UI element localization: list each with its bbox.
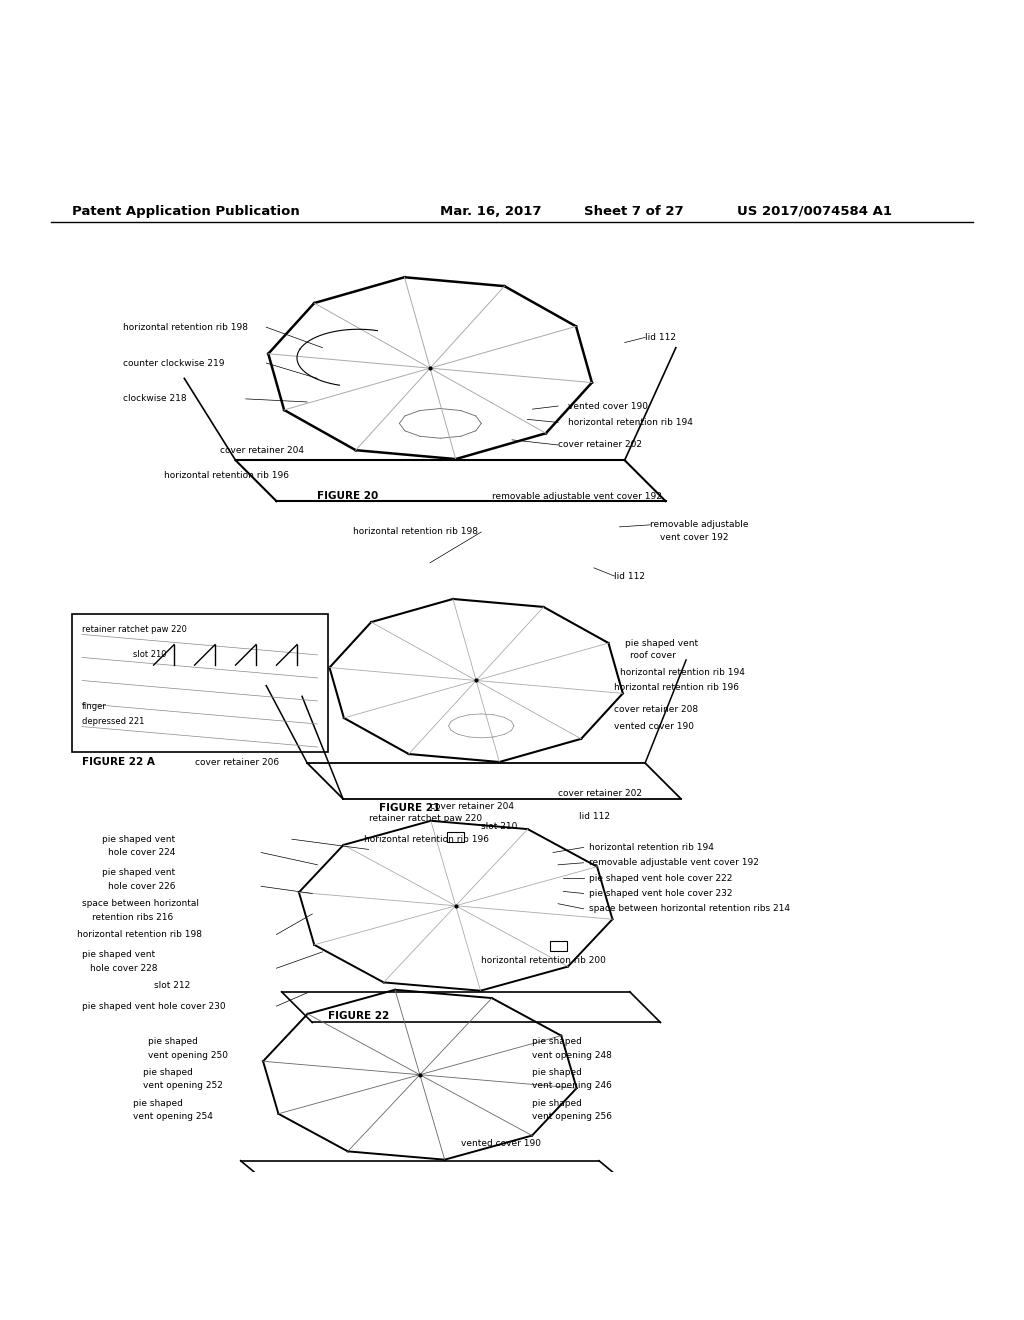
Text: depressed 221: depressed 221: [82, 717, 144, 726]
Text: horizontal retention rib 196: horizontal retention rib 196: [614, 684, 739, 692]
Text: pie shaped vent hole cover 230: pie shaped vent hole cover 230: [82, 1002, 225, 1011]
Text: horizontal retention rib 200: horizontal retention rib 200: [481, 956, 606, 965]
Text: pie shaped vent: pie shaped vent: [625, 639, 697, 648]
Text: horizontal retention rib 194: horizontal retention rib 194: [620, 668, 744, 677]
Text: cover retainer 202: cover retainer 202: [558, 441, 642, 449]
Text: pie shaped: pie shaped: [532, 1038, 583, 1047]
Text: hole cover 228: hole cover 228: [90, 964, 158, 973]
Text: horizontal retention rib 198: horizontal retention rib 198: [123, 322, 248, 331]
Text: pie shaped: pie shaped: [148, 1038, 199, 1047]
Text: vented cover 190: vented cover 190: [568, 401, 648, 411]
Text: vent opening 256: vent opening 256: [532, 1113, 612, 1121]
Text: lid 112: lid 112: [645, 333, 676, 342]
Text: removable adjustable: removable adjustable: [650, 520, 749, 529]
Text: horizontal retention rib 196: horizontal retention rib 196: [164, 471, 289, 480]
Text: cover retainer 208: cover retainer 208: [614, 705, 698, 714]
Text: hole cover 226: hole cover 226: [108, 882, 175, 891]
Text: retainer ratchet paw 220: retainer ratchet paw 220: [82, 624, 186, 634]
Text: vent opening 248: vent opening 248: [532, 1051, 612, 1060]
Text: cover retainer 202: cover retainer 202: [558, 788, 642, 797]
Text: cover retainer 204: cover retainer 204: [220, 446, 304, 454]
Text: slot 210: slot 210: [481, 822, 518, 832]
Text: vent opening 252: vent opening 252: [143, 1081, 223, 1090]
Bar: [550, 941, 566, 952]
Text: slot 212: slot 212: [154, 981, 189, 990]
Text: retention ribs 216: retention ribs 216: [92, 912, 173, 921]
Text: horizontal retention rib 194: horizontal retention rib 194: [589, 843, 714, 851]
Bar: [447, 832, 464, 842]
Text: horizontal retention rib 194: horizontal retention rib 194: [568, 418, 693, 426]
Text: Sheet 7 of 27: Sheet 7 of 27: [584, 205, 683, 218]
Text: FIGURE 22 A: FIGURE 22 A: [82, 758, 155, 767]
Text: lid 112: lid 112: [614, 572, 645, 581]
Text: cover retainer 206: cover retainer 206: [195, 758, 279, 767]
Text: pie shaped vent: pie shaped vent: [102, 869, 175, 878]
Bar: [72, 614, 328, 752]
Text: horizontal retention rib 196: horizontal retention rib 196: [364, 834, 488, 843]
Text: vent opening 246: vent opening 246: [532, 1081, 612, 1090]
Text: roof cover: roof cover: [630, 651, 676, 660]
Text: Patent Application Publication: Patent Application Publication: [72, 205, 299, 218]
Text: lid 112: lid 112: [579, 812, 609, 821]
Text: vent opening 250: vent opening 250: [148, 1051, 228, 1060]
Text: removable adjustable vent cover 192: removable adjustable vent cover 192: [589, 858, 759, 867]
Text: Mar. 16, 2017: Mar. 16, 2017: [440, 205, 542, 218]
Text: vent opening 254: vent opening 254: [133, 1113, 213, 1121]
Text: vent cover 192: vent cover 192: [660, 532, 729, 541]
Text: finger: finger: [82, 702, 106, 710]
Text: horizontal retention rib 198: horizontal retention rib 198: [77, 929, 202, 939]
Text: FIGURE 20: FIGURE 20: [317, 491, 379, 502]
Text: space between horizontal: space between horizontal: [82, 899, 199, 908]
Text: pie shaped vent hole cover 232: pie shaped vent hole cover 232: [589, 888, 732, 898]
Text: pie shaped vent: pie shaped vent: [102, 834, 175, 843]
Text: vented cover 190: vented cover 190: [614, 722, 694, 731]
Text: retainer ratchet paw 220: retainer ratchet paw 220: [369, 814, 481, 824]
Text: pie shaped: pie shaped: [133, 1098, 183, 1107]
Text: removable adjustable vent cover 192: removable adjustable vent cover 192: [492, 491, 662, 500]
Text: pie shaped: pie shaped: [143, 1068, 194, 1077]
Text: slot 210: slot 210: [133, 651, 167, 660]
Text: pie shaped: pie shaped: [532, 1068, 583, 1077]
Text: US 2017/0074584 A1: US 2017/0074584 A1: [737, 205, 892, 218]
Text: vented cover 190: vented cover 190: [461, 1139, 541, 1148]
Text: pie shaped vent: pie shaped vent: [82, 950, 155, 960]
Text: FIGURE 22: FIGURE 22: [328, 1011, 389, 1022]
Text: space between horizontal retention ribs 214: space between horizontal retention ribs …: [589, 904, 790, 913]
Text: hole cover 224: hole cover 224: [108, 847, 175, 857]
Text: counter clockwise 219: counter clockwise 219: [123, 359, 224, 367]
Text: FIGURE 21: FIGURE 21: [379, 804, 440, 813]
Text: cover retainer 204: cover retainer 204: [430, 803, 514, 810]
Text: pie shaped: pie shaped: [532, 1098, 583, 1107]
Text: clockwise 218: clockwise 218: [123, 395, 186, 404]
Text: pie shaped vent hole cover 222: pie shaped vent hole cover 222: [589, 874, 732, 883]
Text: horizontal retention rib 198: horizontal retention rib 198: [353, 528, 478, 536]
